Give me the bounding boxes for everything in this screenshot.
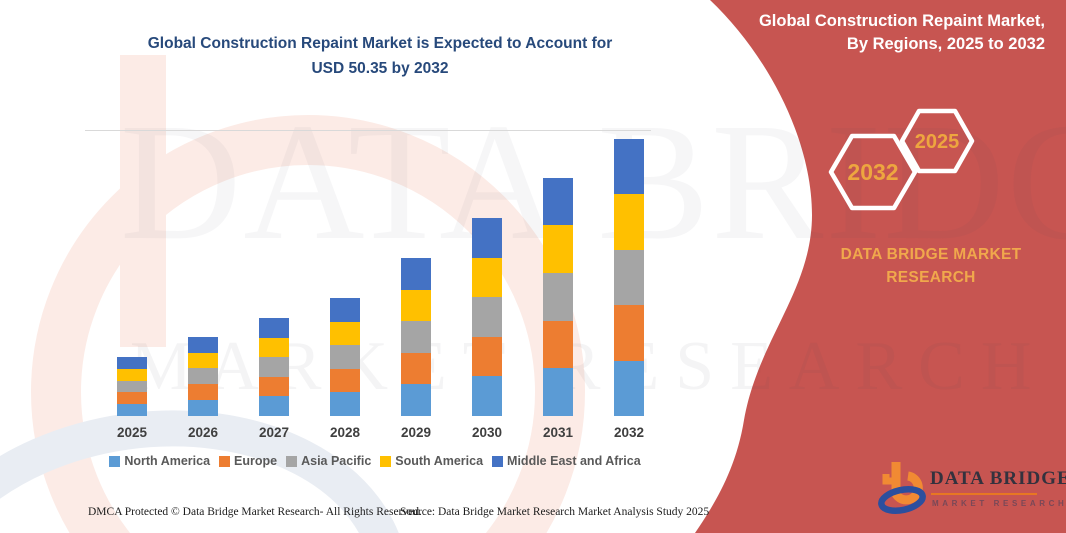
- bar-segment: [330, 321, 360, 346]
- x-axis-label: 2025: [116, 425, 148, 440]
- x-axis-label: 2026: [187, 425, 219, 440]
- x-axis-label: 2027: [258, 425, 290, 440]
- bar-segment: [401, 352, 431, 385]
- bar-segment: [614, 360, 644, 416]
- bar-segment: [614, 305, 644, 361]
- bar-segment: [188, 384, 218, 401]
- legend-label: North America: [124, 454, 211, 468]
- bar-segment: [330, 392, 360, 416]
- legend-swatch: [109, 455, 121, 467]
- bar-segment: [259, 357, 289, 377]
- bar-segment: [472, 376, 502, 416]
- watermark-swoosh: [0, 410, 409, 533]
- bar-segment: [259, 396, 289, 416]
- hexagon-2032: 2032: [828, 133, 918, 211]
- bar-segment: [472, 218, 502, 258]
- bar-segment: [472, 297, 502, 337]
- bar-segment: [543, 368, 573, 416]
- bar-segment: [259, 337, 289, 358]
- bar-segment: [401, 289, 431, 322]
- legend-swatch: [492, 455, 504, 467]
- chart-title-line1: Global Construction Repaint Market is Ex…: [147, 35, 613, 52]
- panel-title: Global Construction Repaint Market, By R…: [715, 10, 1045, 56]
- bar-segment: [614, 139, 644, 195]
- legend-label: Europe: [234, 454, 278, 468]
- bar-segment: [188, 400, 218, 416]
- bar-segment: [401, 258, 431, 290]
- bar-segment: [117, 368, 147, 381]
- bar-segment: [117, 404, 147, 416]
- bar-segment: [188, 368, 218, 385]
- dmca-notice: DMCA Protected © Data Bridge Market Rese…: [88, 506, 422, 518]
- legend-item: Asia Pacific: [286, 454, 371, 468]
- x-axis-label: 2028: [329, 425, 361, 440]
- hexagon-end-year-label: 2032: [847, 159, 898, 185]
- bar-segment: [543, 273, 573, 321]
- bar-segment: [259, 376, 289, 397]
- brand-name: DATA BRIDGE MARKET RESEARCH: [826, 243, 1036, 290]
- bar-segment: [330, 298, 360, 322]
- hexagon-start-year-label: 2025: [915, 131, 960, 153]
- logo-tagline: MARKET RESEARCH: [932, 499, 1066, 508]
- legend-label: Asia Pacific: [301, 454, 372, 468]
- brand-name-line2: RESEARCH: [886, 269, 976, 287]
- bar-segment: [543, 320, 573, 369]
- logo-wordmark: DATA BRIDGE: [930, 468, 1066, 489]
- legend-label: Middle East and Africa: [507, 454, 641, 468]
- logo-b-bowl: [892, 471, 923, 505]
- panel-title-line1: Global Construction Repaint Market,: [758, 12, 1045, 30]
- legend-item: North America: [109, 454, 210, 468]
- bar-segment: [330, 345, 360, 369]
- bar-segment: [188, 336, 218, 353]
- legend-swatch: [219, 455, 231, 467]
- panel-title-line2: By Regions, 2025 to 2032: [846, 35, 1045, 54]
- bar-segment: [117, 392, 147, 405]
- logo-swoosh: [878, 486, 926, 514]
- legend-item: South America: [380, 454, 483, 468]
- bar-segment: [401, 321, 431, 353]
- legend-item: Middle East and Africa: [492, 454, 641, 468]
- bar-segment: [472, 257, 502, 298]
- year-hexagons: 2032 2025: [828, 108, 975, 211]
- legend-item: Europe: [219, 454, 277, 468]
- x-axis-label: 2032: [613, 425, 645, 440]
- bar-segment: [472, 336, 502, 377]
- bar-segment: [543, 225, 573, 274]
- bar-segment: [614, 249, 644, 306]
- chart-title: Global Construction Repaint Market is Ex…: [95, 32, 665, 82]
- x-axis-label: 2031: [542, 425, 574, 440]
- bar-segment: [543, 177, 573, 226]
- hexagon-2025: 2025: [899, 108, 975, 174]
- legend-label: South America: [395, 454, 484, 468]
- logo-b-flag: [882, 474, 893, 485]
- x-axis-label: 2029: [400, 425, 432, 440]
- data-bridge-logo-icon: [878, 462, 926, 514]
- bar-segment: [401, 384, 431, 416]
- legend-swatch: [286, 455, 298, 467]
- x-axis-line: [85, 130, 651, 131]
- chart-title-line2: USD 50.35 by 2032: [311, 59, 449, 77]
- red-panel-shape: [695, 0, 1066, 533]
- source-note: Source: Data Bridge Market Research Mark…: [400, 506, 710, 518]
- legend-swatch: [380, 455, 392, 467]
- bar-segment: [259, 318, 289, 338]
- x-axis-label: 2030: [471, 425, 503, 440]
- chart-legend: North America Europe Asia Pacific South Ame…: [85, 454, 665, 468]
- brand-name-line1: DATA BRIDGE MARKET: [840, 246, 1022, 263]
- bar-segment: [614, 194, 644, 250]
- bar-segment: [117, 357, 147, 369]
- logo-underline: [931, 493, 1037, 495]
- bar-chart: North America Europe Asia Pacific South Ame…: [85, 130, 665, 480]
- bar-segment: [117, 380, 147, 393]
- bar-segment: [188, 352, 218, 369]
- bar-segment: [330, 368, 360, 393]
